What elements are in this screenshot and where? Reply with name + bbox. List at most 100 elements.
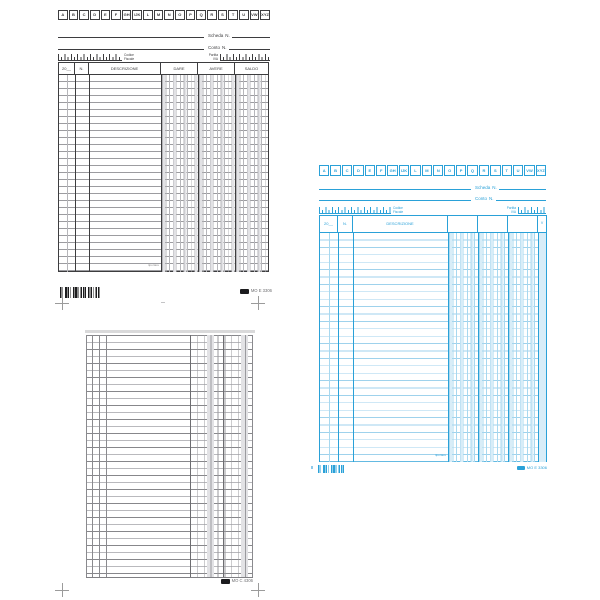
- header-cell-descrizione: DESCRIZIONE: [353, 216, 448, 232]
- alphabet-tab: S: [490, 165, 501, 176]
- write-line: [319, 188, 471, 190]
- table-body: riportare: [59, 75, 268, 272]
- alphabet-tab: F: [111, 10, 121, 20]
- column-line: [252, 335, 253, 577]
- riportare-note: riportare: [147, 263, 159, 267]
- brand-code: MO E 3306: [526, 465, 547, 470]
- ruler-ticks: [319, 207, 391, 214]
- section-line: [190, 335, 191, 577]
- header-cell-descrizione: DESCRIZIONE: [89, 63, 161, 74]
- brand-line: MO E 3306: [240, 288, 272, 294]
- column-line: [89, 75, 90, 272]
- grid-ruling: [86, 335, 253, 578]
- brand-line: MO E 3306: [517, 466, 547, 470]
- registration-cross: [251, 296, 265, 310]
- ledger-table: 20__ N. DESCRIZIONE DARE AVERE SALDO rip…: [58, 62, 269, 272]
- header-cell-amount-2: [478, 216, 508, 232]
- alphabet-tab: B: [330, 165, 341, 176]
- table-header-row: 20__ N. DESCRIZIONE V: [320, 216, 546, 233]
- header-cell-number: N.: [75, 63, 89, 74]
- header-cell-year: 20__: [59, 63, 75, 74]
- dare-amount-ruling: [162, 75, 198, 272]
- date-subdivider-line: [329, 233, 330, 462]
- n-label: N.: [225, 32, 230, 38]
- avere-amount-ruling: [199, 75, 235, 272]
- alphabet-tab: S: [217, 10, 228, 20]
- partita-iva-label: Partita IVA: [506, 206, 516, 214]
- brand-logo: [240, 289, 250, 294]
- alphabet-tab: D: [89, 10, 100, 20]
- write-line: [58, 48, 204, 50]
- alphabet-tab: R: [478, 165, 490, 176]
- riportare-note: riportare: [434, 453, 446, 457]
- alphabet-tab: GH: [387, 165, 398, 176]
- columnar-pad: MO C 4306: [85, 330, 255, 584]
- alphabet-tab: U: [238, 10, 249, 20]
- column-line: [75, 75, 76, 272]
- codice-fiscale-label: Codice Fiscale: [124, 53, 135, 61]
- center-registration-dash: [161, 302, 165, 303]
- ruler-ticks: [518, 207, 546, 214]
- top-grey-strip: [85, 330, 255, 333]
- header-cell-year: 20__: [320, 216, 338, 232]
- barcode: [318, 465, 346, 473]
- column-line: [478, 233, 479, 462]
- alphabet-tab-row: A B C D E F GH IJK L M N O P Q R S T U V…: [319, 165, 547, 176]
- alphabet-tab: L: [410, 165, 421, 176]
- alphabet-tab: IJK: [132, 10, 143, 20]
- write-line: [231, 36, 270, 38]
- section-line: [223, 335, 224, 577]
- header-cell-saldo: SALDO: [244, 65, 259, 71]
- column-line: [448, 233, 449, 462]
- scheda-label: Scheda: [208, 32, 224, 38]
- table-header-row: 20__ N. DESCRIZIONE DARE AVERE SALDO: [59, 63, 268, 75]
- alphabet-tab: XYZ: [260, 10, 270, 20]
- alphabet-tab: D: [353, 165, 364, 176]
- alphabet-tab: VW: [524, 165, 535, 176]
- ledger-card-black: A B C D E F GH IJK L M N O P Q R S T U V…: [57, 8, 272, 300]
- registration-cross: [55, 296, 69, 310]
- alphabet-tab: C: [341, 165, 353, 176]
- scheda-label: Scheda: [475, 184, 491, 190]
- column-line: [106, 335, 107, 577]
- alphabet-tab: M: [421, 165, 433, 176]
- alphabet-tab: IJK: [398, 165, 410, 176]
- brand-logo: [221, 579, 231, 584]
- amount-ruling: [479, 233, 508, 462]
- write-line: [319, 199, 471, 201]
- alphabet-tab: T: [228, 10, 238, 20]
- alphabet-tab: C: [79, 10, 89, 20]
- alphabet-tab: B: [68, 10, 79, 20]
- brand-logo: [517, 466, 526, 470]
- table-body: riportare: [320, 233, 546, 462]
- conto-field-line: Conto N.: [58, 43, 270, 50]
- alphabet-tab: Q: [467, 165, 478, 176]
- amount-ruling: [509, 233, 538, 462]
- column-line: [99, 335, 100, 577]
- alphabet-tab: Q: [196, 10, 206, 20]
- header-cell-amount-3: [508, 216, 538, 232]
- date-subdivider-line: [67, 75, 68, 272]
- brand-code: MO E 3306: [250, 288, 272, 294]
- column-line: [86, 335, 87, 577]
- alphabet-tab: A: [319, 165, 330, 176]
- saldo-amount-ruling: [236, 75, 268, 272]
- registration-cross: [55, 583, 69, 597]
- alphabet-tab-row: A B C D E F GH IJK L M N O P Q R S T U V…: [58, 10, 270, 20]
- n-label: N.: [489, 195, 494, 201]
- alphabet-tab: N: [433, 165, 444, 176]
- ruler-ticks: [58, 54, 122, 61]
- alphabet-tab: O: [175, 10, 185, 20]
- alphabet-tab: P: [185, 10, 196, 20]
- conto-label: Conto: [475, 195, 488, 201]
- header-cell-v: V: [540, 221, 544, 226]
- column-line: [538, 233, 539, 462]
- alphabet-tab: N: [164, 10, 175, 20]
- header-cell-amount-1: [448, 216, 478, 232]
- scheda-field-line: Scheda N.: [58, 31, 270, 38]
- ruler-ticks: [220, 54, 270, 61]
- ledger-table: 20__ N. DESCRIZIONE V riport: [319, 215, 547, 462]
- partita-iva-label: Partita IVA: [208, 53, 218, 61]
- brand-code: MO C 4306: [231, 578, 253, 584]
